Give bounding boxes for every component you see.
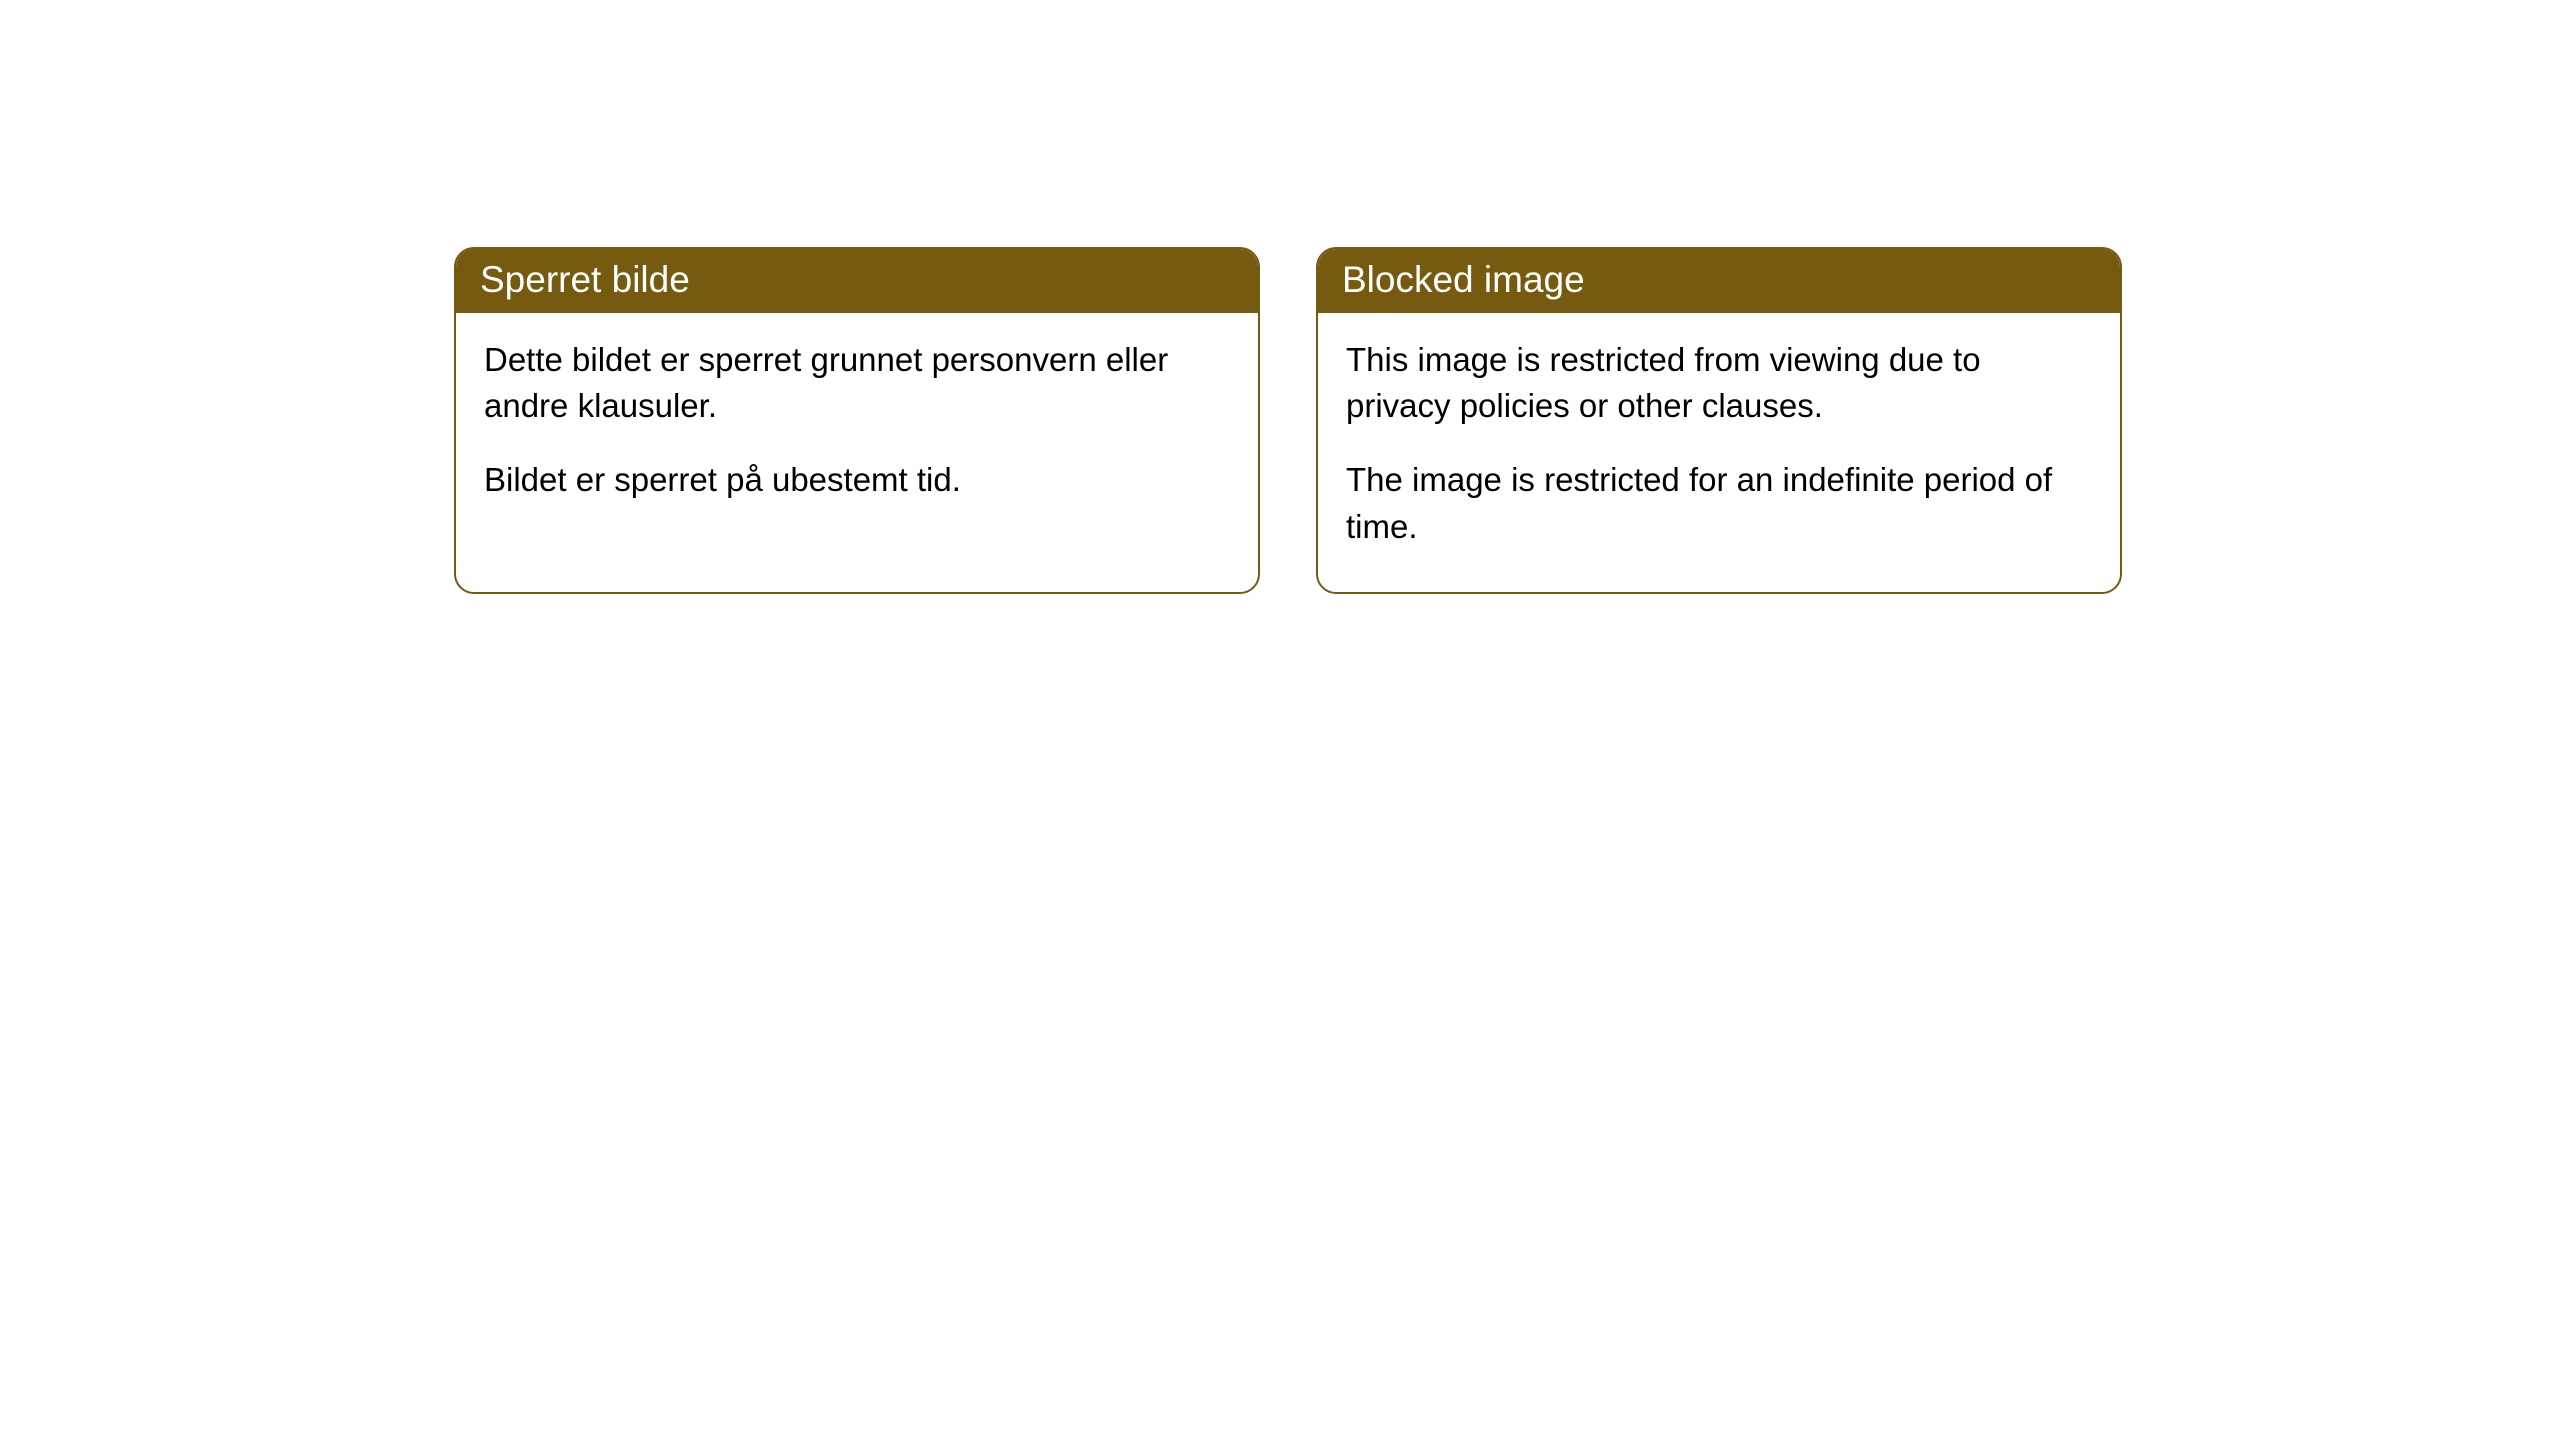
card-paragraph: Bildet er sperret på ubestemt tid. bbox=[484, 457, 1230, 503]
card-paragraph: Dette bildet er sperret grunnet personve… bbox=[484, 337, 1230, 429]
notice-card-english: Blocked image This image is restricted f… bbox=[1316, 247, 2122, 594]
card-paragraph: The image is restricted for an indefinit… bbox=[1346, 457, 2092, 549]
card-header: Sperret bilde bbox=[456, 249, 1258, 313]
card-header: Blocked image bbox=[1318, 249, 2120, 313]
card-paragraph: This image is restricted from viewing du… bbox=[1346, 337, 2092, 429]
card-title: Blocked image bbox=[1342, 259, 1585, 300]
card-body: This image is restricted from viewing du… bbox=[1318, 313, 2120, 592]
card-title: Sperret bilde bbox=[480, 259, 690, 300]
notice-card-norwegian: Sperret bilde Dette bildet er sperret gr… bbox=[454, 247, 1260, 594]
notice-cards-container: Sperret bilde Dette bildet er sperret gr… bbox=[454, 247, 2122, 594]
card-body: Dette bildet er sperret grunnet personve… bbox=[456, 313, 1258, 546]
